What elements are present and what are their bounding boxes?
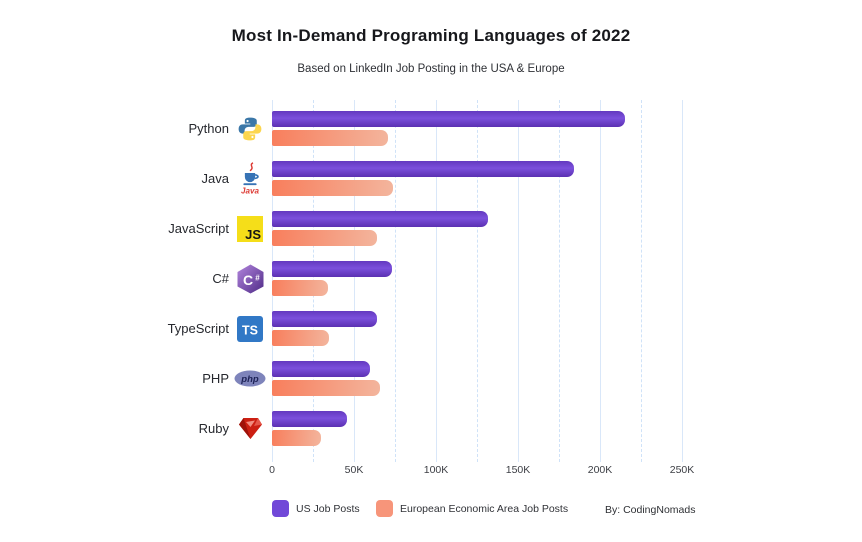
legend-item-eea: European Economic Area Job Posts	[376, 500, 568, 517]
svg-text:Java: Java	[241, 187, 259, 196]
eea-bar-ruby	[272, 430, 322, 446]
category-label-java: Java	[201, 171, 229, 186]
x-axis-tick-label: 150K	[505, 464, 531, 476]
major-gridline	[354, 100, 355, 462]
us-bar-javascript	[272, 211, 489, 227]
minor-gridline	[477, 100, 478, 462]
ruby-icon	[232, 411, 268, 446]
category-label-ruby: Ruby	[198, 421, 229, 436]
svg-text:php: php	[240, 374, 259, 385]
csharp-icon: C #	[232, 261, 268, 296]
x-axis-tick-label: 100K	[423, 464, 449, 476]
category-label-c: C#	[212, 271, 229, 286]
us-bar-python	[272, 111, 625, 127]
us-legend-swatch	[272, 500, 289, 517]
legend-item-us: US Job Posts	[272, 500, 360, 517]
category-label-typescript: TypeScript	[167, 321, 229, 336]
minor-gridline	[395, 100, 396, 462]
eea-bar-python	[272, 130, 389, 146]
minor-gridline	[641, 100, 642, 462]
svg-text:JS: JS	[245, 227, 261, 242]
eea-legend-label: European Economic Area Job Posts	[400, 502, 569, 515]
php-icon: php	[232, 361, 268, 396]
credit-text: By: CodingNomads	[605, 504, 696, 516]
eea-bar-java	[272, 180, 394, 196]
category-label-php: PHP	[202, 371, 229, 386]
us-legend-label: US Job Posts	[296, 502, 360, 515]
x-axis-tick-label: 200K	[587, 464, 613, 476]
us-bar-c	[272, 261, 392, 277]
chart-subtitle: Based on LinkedIn Job Posting in the USA…	[297, 63, 565, 75]
eea-bar-c	[272, 280, 328, 296]
eea-legend-swatch	[376, 500, 393, 517]
us-bar-typescript	[272, 311, 377, 327]
category-label-javascript: JavaScript	[168, 221, 229, 236]
us-bar-php	[272, 361, 371, 377]
eea-bar-javascript	[272, 230, 377, 246]
svg-text:#: #	[255, 273, 260, 282]
x-axis-tick-label: 50K	[344, 464, 364, 476]
chart-title: Most In-Demand Programing Languages of 2…	[231, 26, 631, 45]
major-gridline	[436, 100, 437, 462]
typescript-icon: TS	[232, 311, 268, 346]
minor-gridline	[559, 100, 560, 462]
x-axis-tick-label: 250K	[669, 464, 695, 476]
eea-bar-php	[272, 380, 381, 396]
us-bar-ruby	[272, 411, 348, 427]
major-gridline	[518, 100, 519, 462]
x-axis-tick-label: 0	[269, 464, 275, 476]
svg-text:TS: TS	[242, 323, 258, 337]
svg-text:C: C	[242, 272, 252, 288]
us-bar-java	[272, 161, 574, 177]
python-icon	[232, 111, 268, 146]
major-gridline	[682, 100, 683, 462]
major-gridline	[600, 100, 601, 462]
javascript-icon: JS	[232, 211, 268, 246]
java-icon: Java	[232, 161, 268, 196]
category-label-python: Python	[188, 121, 229, 136]
eea-bar-typescript	[272, 330, 330, 346]
